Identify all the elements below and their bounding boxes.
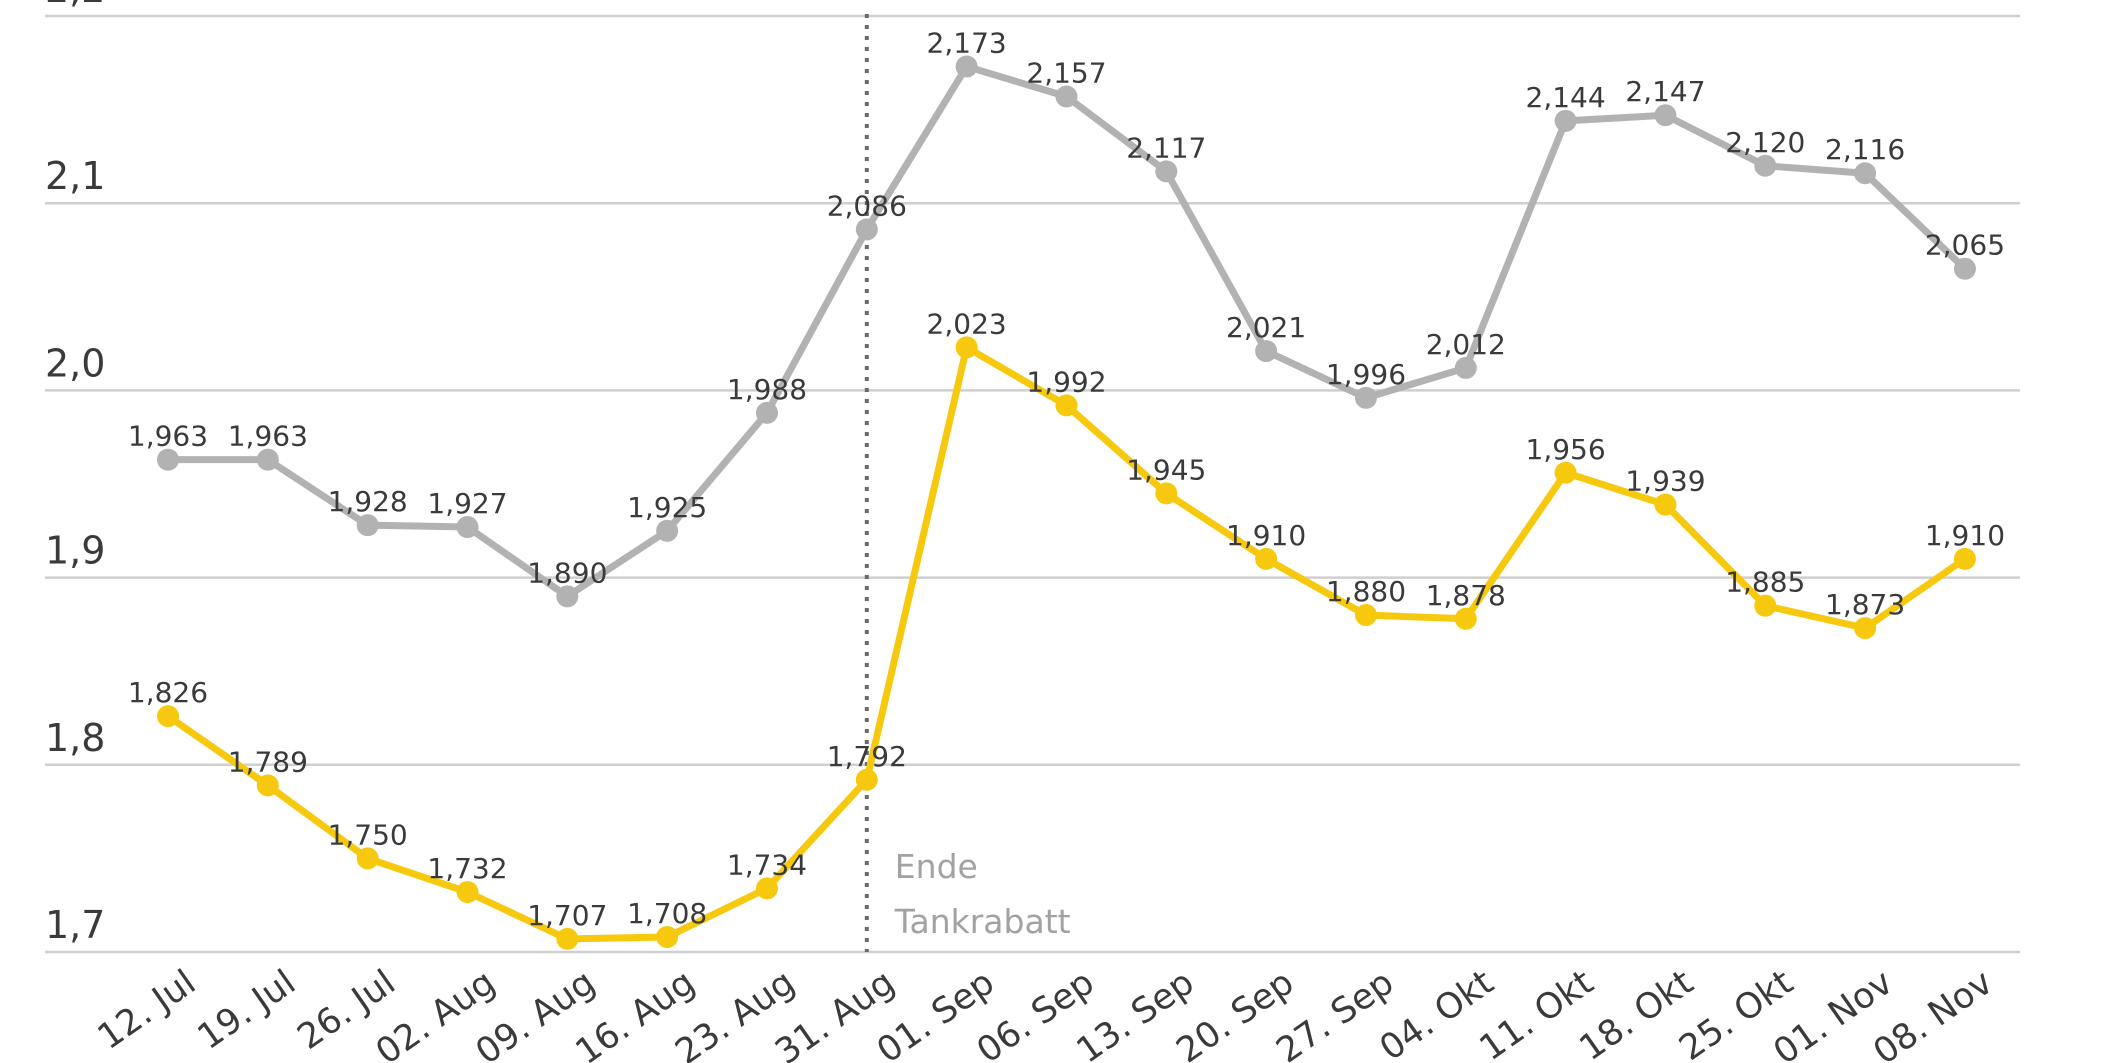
data-point-yellow xyxy=(157,705,179,728)
data-label-grey: 1,928 xyxy=(328,485,408,518)
data-label-grey: 2,117 xyxy=(1126,131,1206,164)
y-tick-label: 2,1 xyxy=(45,154,105,198)
data-point-yellow xyxy=(1953,547,1976,570)
data-labels: 1,963 1,963 1,928 1,927 1,890 1,925 1,988 2,086… xyxy=(128,27,2005,932)
data-label-yellow: 1,939 xyxy=(1625,465,1705,498)
data-point-yellow xyxy=(955,336,978,359)
data-label-yellow: 1,732 xyxy=(427,852,507,885)
data-label-grey: 1,963 xyxy=(128,420,208,453)
data-label-yellow: 1,826 xyxy=(128,676,208,709)
data-point-grey xyxy=(755,401,778,424)
data-point-yellow xyxy=(1554,461,1577,484)
data-point-yellow xyxy=(1854,617,1877,640)
data-label-grey: 1,890 xyxy=(527,556,607,589)
data-label-yellow: 1,956 xyxy=(1526,433,1606,466)
data-point-grey xyxy=(1155,160,1178,183)
y-tick-label: 1,8 xyxy=(45,716,105,760)
data-label-grey: 2,157 xyxy=(1026,56,1106,89)
data-label-yellow: 1,792 xyxy=(827,740,907,773)
data-label-yellow: 1,734 xyxy=(727,848,807,881)
data-point-yellow xyxy=(1055,394,1078,417)
data-label-yellow: 1,880 xyxy=(1326,575,1406,608)
data-label-grey: 2,065 xyxy=(1925,229,2005,262)
data-point-grey xyxy=(1454,356,1477,379)
data-point-grey xyxy=(356,514,379,537)
data-label-yellow: 2,023 xyxy=(927,307,1007,340)
y-tick-label: 1,7 xyxy=(45,903,105,947)
data-point-grey xyxy=(1554,109,1577,132)
data-label-yellow: 1,707 xyxy=(527,899,607,932)
data-point-yellow xyxy=(556,927,579,950)
data-label-grey: 1,925 xyxy=(627,491,707,524)
data-label-yellow: 1,873 xyxy=(1825,588,1905,621)
data-point-grey xyxy=(656,519,679,542)
data-label-yellow: 1,708 xyxy=(627,897,707,930)
data-label-grey: 2,116 xyxy=(1825,133,1905,166)
x-tick-label: 19. Jul xyxy=(191,963,303,1058)
data-label-grey: 2,012 xyxy=(1426,328,1506,361)
data-point-yellow xyxy=(755,877,778,900)
data-label-yellow: 1,945 xyxy=(1126,453,1206,486)
data-label-grey: 2,120 xyxy=(1725,126,1805,159)
y-tick-label: 1,9 xyxy=(45,529,105,573)
data-point-grey xyxy=(1354,386,1377,409)
data-point-grey xyxy=(256,448,279,471)
y-tick-label: 2,0 xyxy=(45,341,105,385)
data-point-yellow xyxy=(1454,607,1477,630)
y-axis: 1,7 1,8 1,9 2,0 2,1 2,2 xyxy=(45,0,105,947)
series-layer xyxy=(157,55,1976,950)
data-point-grey xyxy=(1255,340,1278,363)
data-label-yellow: 1,992 xyxy=(1026,365,1106,398)
data-point-grey xyxy=(1654,104,1677,127)
data-point-yellow xyxy=(1754,594,1777,617)
data-label-yellow: 1,910 xyxy=(1925,519,2005,552)
y-tick-label: 2,2 xyxy=(45,0,105,11)
data-label-grey: 2,086 xyxy=(827,189,907,222)
data-point-grey xyxy=(1953,257,1976,280)
grid-layer xyxy=(45,14,2020,954)
annotation-text: Tankrabatt xyxy=(894,902,1071,941)
data-point-grey xyxy=(556,585,579,608)
data-label-grey: 1,963 xyxy=(228,420,308,453)
data-label-yellow: 1,750 xyxy=(328,818,408,851)
data-label-yellow: 1,910 xyxy=(1226,519,1306,552)
data-label-grey: 2,021 xyxy=(1226,311,1306,344)
data-label-yellow: 1,878 xyxy=(1426,579,1506,612)
data-point-grey xyxy=(855,218,878,241)
data-point-yellow xyxy=(1354,604,1377,627)
data-point-yellow xyxy=(456,881,479,904)
data-point-grey xyxy=(1754,154,1777,177)
data-label-grey: 2,144 xyxy=(1526,81,1606,114)
data-point-grey xyxy=(1055,85,1078,108)
data-point-grey xyxy=(157,448,179,471)
data-point-grey xyxy=(1854,162,1877,185)
x-tick-label: 12. Jul xyxy=(91,963,203,1058)
series-line-yellow xyxy=(164,343,1969,943)
data-label-grey: 1,927 xyxy=(427,487,507,520)
end-tankrabatt-marker: Ende Tankrabatt xyxy=(864,14,1071,952)
data-label-grey: 2,173 xyxy=(927,27,1007,60)
annotation-text: Ende xyxy=(895,847,978,886)
data-label-grey: 1,996 xyxy=(1326,358,1406,391)
data-point-grey xyxy=(955,55,978,78)
data-point-yellow xyxy=(1255,547,1278,570)
data-label-grey: 2,147 xyxy=(1625,75,1705,108)
data-label-grey: 1,988 xyxy=(727,373,807,406)
data-point-grey xyxy=(456,516,479,539)
data-label-yellow: 1,789 xyxy=(228,745,308,778)
data-point-yellow xyxy=(256,774,279,797)
data-point-yellow xyxy=(1654,493,1677,516)
data-point-yellow xyxy=(656,926,679,949)
data-point-yellow xyxy=(1155,482,1178,505)
data-point-yellow xyxy=(855,768,878,791)
data-point-yellow xyxy=(356,847,379,870)
data-label-yellow: 1,885 xyxy=(1725,566,1805,599)
